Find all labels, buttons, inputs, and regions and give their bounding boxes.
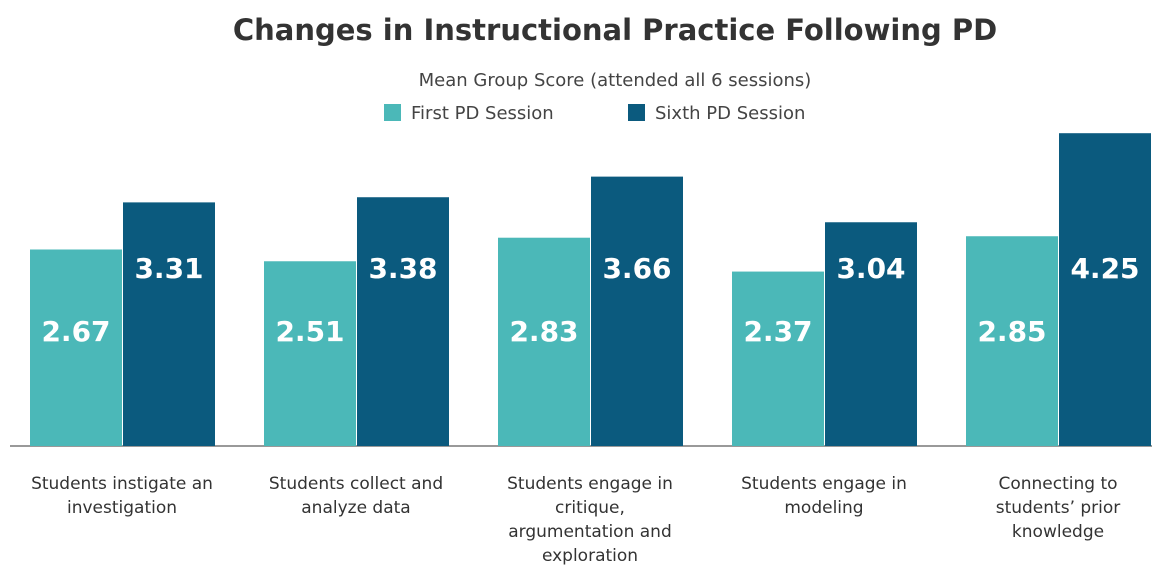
chart-title: Changes in Instructional Practice Follow…: [233, 13, 997, 47]
value-label: 3.04: [836, 252, 905, 285]
bar: [591, 176, 683, 446]
legend-label: First PD Session: [411, 103, 554, 124]
bar: [357, 197, 449, 446]
legend-swatch: [628, 104, 645, 121]
x-tick-label: Students engage in modeling: [741, 474, 907, 518]
value-label: 2.37: [743, 315, 812, 348]
value-label: 3.31: [134, 252, 203, 285]
x-tick-label: Students collect and analyze data: [268, 474, 444, 518]
bar: [825, 222, 917, 446]
value-label: 2.51: [275, 315, 344, 348]
bar: [30, 249, 122, 446]
legend-swatch: [384, 104, 401, 121]
x-tick-label: Students engage in critique, argumentati…: [507, 474, 673, 566]
bar: [123, 202, 215, 446]
bar: [966, 236, 1058, 446]
x-tick-label: Connecting to students’ prior knowledge: [995, 474, 1121, 542]
bar: [732, 271, 824, 446]
bar: [498, 237, 590, 446]
value-label: 2.83: [509, 315, 578, 348]
chart-subtitle: Mean Group Score (attended all 6 session…: [419, 70, 812, 91]
bar: [1059, 133, 1151, 446]
bar: [264, 261, 356, 446]
x-tick-label: Students instigate an investigation: [31, 474, 213, 518]
value-label: 3.38: [368, 252, 437, 285]
value-label: 4.25: [1070, 252, 1139, 285]
legend-label: Sixth PD Session: [655, 103, 805, 124]
value-label: 2.67: [41, 315, 110, 348]
value-label: 3.66: [602, 252, 671, 285]
value-label: 2.85: [977, 315, 1046, 348]
